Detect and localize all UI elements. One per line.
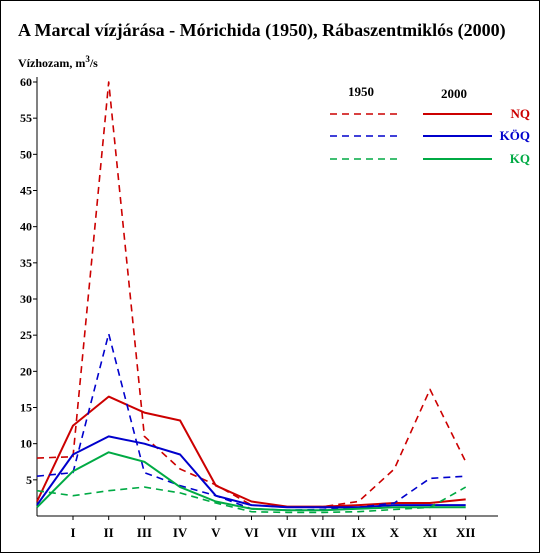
y-tick-label: 40 xyxy=(20,220,32,234)
legend-label: KQ xyxy=(510,151,530,166)
x-axis-ticks: I II III IV V VI VII VIII IX X XI XII xyxy=(70,516,475,540)
series-line-kq-2000 xyxy=(36,451,466,512)
x-tick-label: VIII xyxy=(311,525,336,540)
y-tick-label: 35 xyxy=(20,256,32,270)
y-tick-label: 30 xyxy=(20,292,32,306)
y-tick-label: 45 xyxy=(20,184,32,198)
series-layer xyxy=(36,81,467,514)
x-tick-label: IV xyxy=(173,525,188,540)
x-tick-label: X xyxy=(390,525,400,540)
y-tick-label: 15 xyxy=(20,401,32,415)
legend: 1950 2000 NQ KÖQ KQ xyxy=(330,84,530,166)
y-tick-label: 55 xyxy=(20,111,32,125)
y-axis-label-unit: /s xyxy=(89,56,98,70)
legend-year-dashed: 1950 xyxy=(348,84,374,99)
x-tick-label: II xyxy=(104,525,114,540)
x-tick-label: III xyxy=(137,525,152,540)
x-tick-label: XII xyxy=(456,525,476,540)
legend-label: KÖQ xyxy=(500,128,530,143)
y-axis-label: Vízhozam, m3/s xyxy=(18,54,98,70)
legend-year-solid: 2000 xyxy=(441,86,467,101)
series-line-kq-1950 xyxy=(36,486,467,514)
x-tick-label: VII xyxy=(277,525,297,540)
y-tick-label: 60 xyxy=(20,75,32,89)
axes xyxy=(36,77,498,517)
series-line-kq-2000 xyxy=(36,435,466,509)
series-line-nq-1950 xyxy=(36,81,467,509)
legend-rows: NQ KÖQ KQ xyxy=(330,106,530,166)
y-axis-ticks: 5 10 15 20 25 30 35 40 45 50 55 60 xyxy=(20,75,37,487)
y-tick-label: 20 xyxy=(20,364,32,378)
x-tick-label: I xyxy=(70,525,75,540)
x-tick-label: IX xyxy=(351,525,366,540)
y-axis-label-main: Vízhozam, m xyxy=(18,56,85,70)
y-tick-label: 5 xyxy=(26,473,32,487)
y-tick-label: 25 xyxy=(20,328,32,342)
series-line-kq-1950 xyxy=(36,332,466,512)
legend-label: NQ xyxy=(511,106,531,121)
x-tick-label: VI xyxy=(244,525,258,540)
y-tick-label: 50 xyxy=(20,147,32,161)
x-tick-label: XI xyxy=(423,525,437,540)
y-tick-label: 10 xyxy=(20,437,32,451)
x-tick-label: V xyxy=(211,525,221,540)
y-axis-label-superscript: 3 xyxy=(85,54,90,64)
chart-title: A Marcal vízjárása - Mórichida (1950), R… xyxy=(18,20,506,41)
